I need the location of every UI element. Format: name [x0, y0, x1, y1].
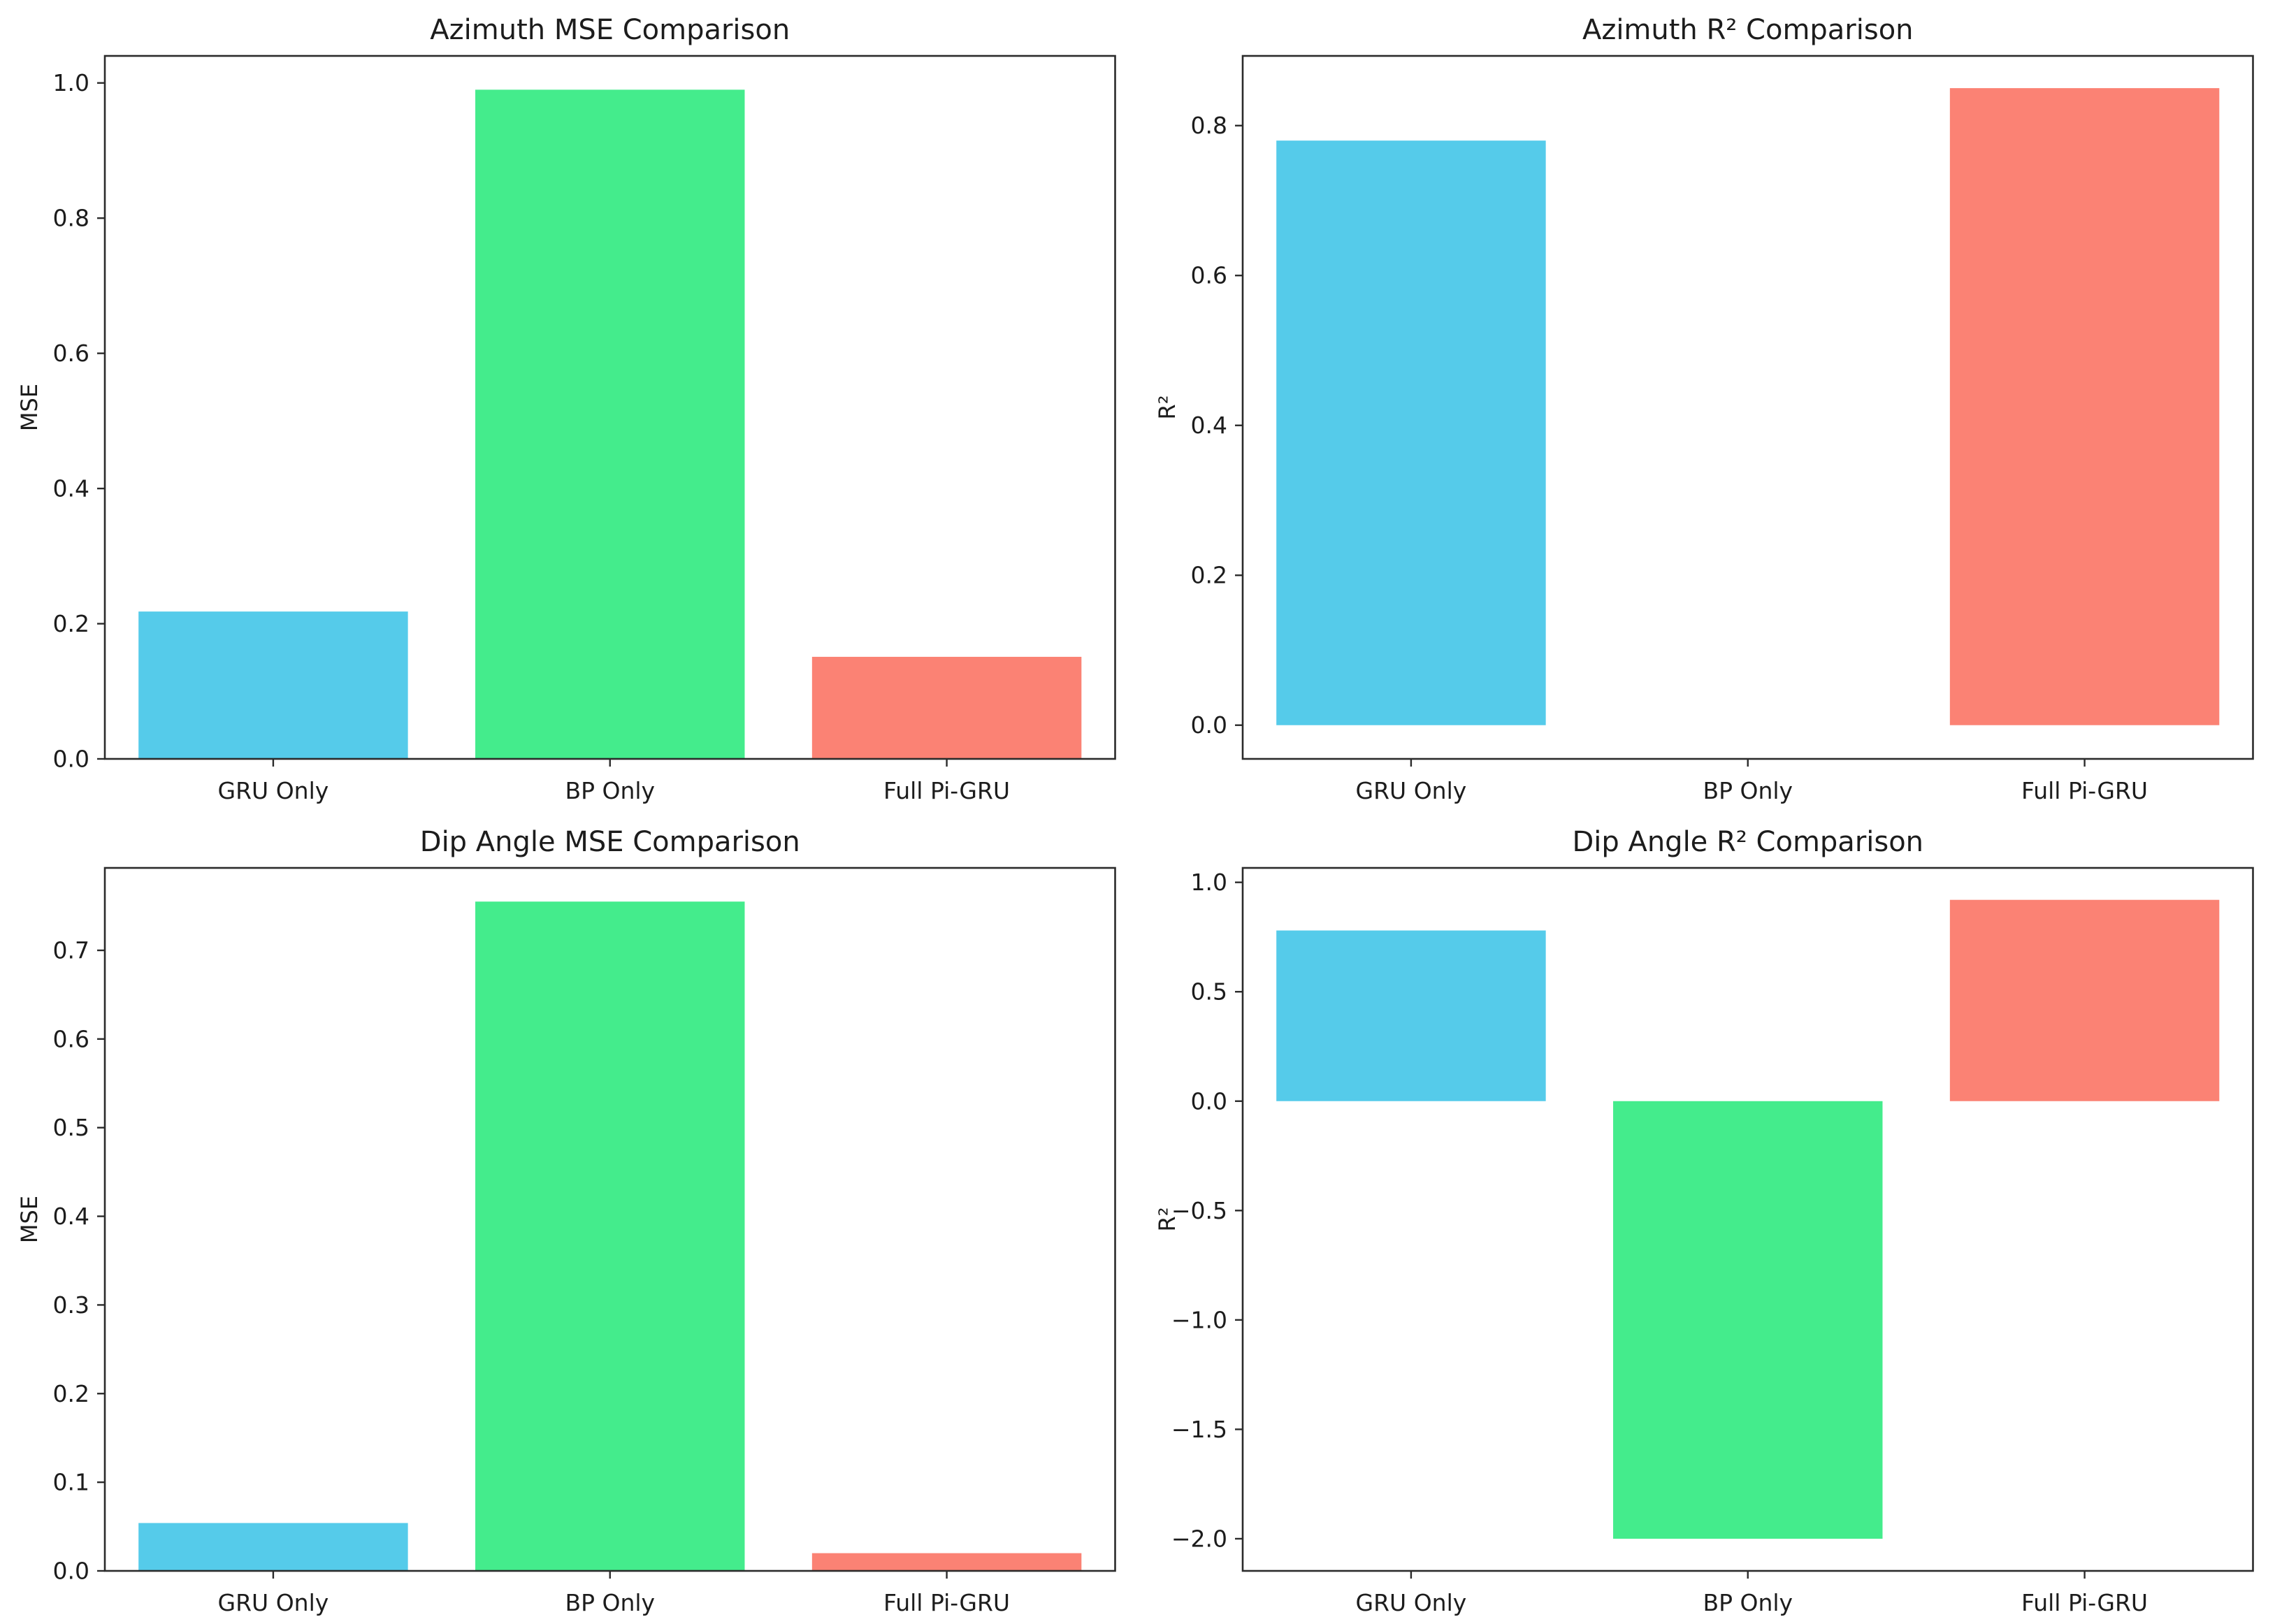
y-axis-ticks: 1.0 0.5 0.0 −0.5 −1.0 −1.5 −2.0	[1171, 869, 1243, 1552]
x-tick-label-bp-only: BP Only	[1703, 777, 1793, 804]
bars-group	[1276, 899, 2219, 1539]
bars-group	[138, 89, 1082, 760]
y-axis-ticks: 0.0 0.2 0.4 0.6 0.8	[1190, 112, 1243, 739]
bar-full-pi-gru	[1949, 899, 2219, 1101]
x-axis-ticks: GRU Only BP Only Full Pi-GRU	[218, 1571, 1010, 1616]
y-tick-label: −0.5	[1171, 1197, 1227, 1224]
bars-group	[1276, 88, 2219, 725]
y-axis-ticks: 0.0 0.1 0.2 0.3 0.4 0.5 0.6 0.7	[53, 936, 105, 1585]
chart-title: Dip Angle MSE Comparison	[420, 826, 800, 858]
chart-azimuth-mse: 0.0 0.2 0.4 0.6 0.8 1.0 GRU Only BP Only Full Pi…	[0, 0, 1138, 812]
y-axis-label: MSE	[16, 384, 43, 431]
y-tick-label: 0.0	[53, 1558, 89, 1585]
chart-title: Azimuth MSE Comparison	[430, 14, 790, 46]
y-tick-label: 0.8	[53, 205, 89, 232]
x-tick-label-gru-only: GRU Only	[218, 777, 329, 804]
y-tick-label: −2.0	[1171, 1525, 1227, 1552]
bars-group	[138, 901, 1082, 1571]
y-tick-label: 0.8	[1190, 112, 1227, 139]
y-tick-label: 0.4	[53, 475, 89, 502]
chart-cell-azimuth-r2: 0.0 0.2 0.4 0.6 0.8 GRU Only BP Only Full Pi-GR…	[1137, 0, 2275, 812]
y-tick-label: −1.5	[1171, 1416, 1227, 1443]
bar-gru-only	[138, 611, 408, 759]
y-tick-label: 0.0	[1190, 711, 1227, 739]
y-tick-label: 0.2	[53, 610, 89, 637]
bar-bp-only	[1612, 1101, 1882, 1539]
y-tick-label: 1.0	[53, 69, 89, 96]
y-axis-label: R²	[1154, 395, 1180, 419]
y-tick-label: 0.5	[53, 1114, 89, 1141]
y-tick-label: 0.1	[53, 1469, 89, 1496]
chart-dip-angle-r2: 1.0 0.5 0.0 −0.5 −1.0 −1.5 −2.0 GRU Only BP Only…	[1137, 812, 2275, 1624]
x-tick-label-gru-only: GRU Only	[218, 1589, 329, 1616]
x-tick-label-gru-only: GRU Only	[1355, 1589, 1466, 1616]
y-tick-label: 0.0	[1190, 1087, 1227, 1115]
y-tick-label: 0.6	[1190, 262, 1227, 289]
y-tick-label: 1.0	[1190, 869, 1227, 896]
y-axis-ticks: 0.0 0.2 0.4 0.6 0.8 1.0	[53, 69, 105, 773]
bar-bp-only	[475, 89, 745, 760]
x-tick-label-bp-only: BP Only	[565, 1589, 655, 1616]
bar-gru-only	[1276, 930, 1546, 1101]
bar-full-pi-gru	[811, 1553, 1082, 1571]
x-axis-ticks: GRU Only BP Only Full Pi-GRU	[1355, 1571, 2148, 1616]
bar-gru-only	[1276, 140, 1546, 725]
y-tick-label: 0.7	[53, 936, 89, 964]
chart-cell-azimuth-mse: 0.0 0.2 0.4 0.6 0.8 1.0 GRU Only BP Only Full Pi…	[0, 0, 1138, 812]
bar-full-pi-gru	[811, 656, 1082, 759]
y-axis-label: MSE	[16, 1196, 43, 1243]
chart-title: Dip Angle R² Comparison	[1572, 826, 1923, 858]
y-tick-label: 0.6	[53, 340, 89, 367]
y-tick-label: −1.0	[1171, 1306, 1227, 1333]
chart-azimuth-r2: 0.0 0.2 0.4 0.6 0.8 GRU Only BP Only Full Pi-GR…	[1137, 0, 2275, 812]
x-axis-ticks: GRU Only BP Only Full Pi-GRU	[218, 759, 1010, 804]
chart-title: Azimuth R² Comparison	[1582, 14, 1913, 46]
bar-bp-only	[475, 901, 745, 1571]
x-tick-label-full-pi-gru: Full Pi-GRU	[883, 1589, 1010, 1616]
x-tick-label-bp-only: BP Only	[565, 777, 655, 804]
y-tick-label: 0.6	[53, 1025, 89, 1052]
bar-gru-only	[138, 1523, 408, 1571]
chart-cell-dip-angle-mse: 0.0 0.1 0.2 0.3 0.4 0.5 0.6 0.7 GRU Only BP Only F…	[0, 812, 1138, 1624]
chart-cell-dip-angle-r2: 1.0 0.5 0.0 −0.5 −1.0 −1.5 −2.0 GRU Only BP Only…	[1137, 812, 2275, 1624]
y-tick-label: 0.4	[1190, 412, 1227, 439]
x-tick-label-full-pi-gru: Full Pi-GRU	[2021, 777, 2148, 804]
x-tick-label-bp-only: BP Only	[1703, 1589, 1793, 1616]
chart-dip-angle-mse: 0.0 0.1 0.2 0.3 0.4 0.5 0.6 0.7 GRU Only BP Only F…	[0, 812, 1138, 1624]
y-tick-label: 0.2	[53, 1380, 89, 1407]
y-tick-label: 0.0	[53, 746, 89, 773]
y-tick-label: 0.3	[53, 1291, 89, 1319]
x-tick-label-gru-only: GRU Only	[1355, 777, 1466, 804]
x-axis-ticks: GRU Only BP Only Full Pi-GRU	[1355, 759, 2148, 804]
y-axis-label: R²	[1154, 1207, 1180, 1231]
x-tick-label-full-pi-gru: Full Pi-GRU	[883, 777, 1010, 804]
y-tick-label: 0.4	[53, 1203, 89, 1230]
y-tick-label: 0.2	[1190, 562, 1227, 589]
x-tick-label-full-pi-gru: Full Pi-GRU	[2021, 1589, 2148, 1616]
y-tick-label: 0.5	[1190, 978, 1227, 1006]
bar-full-pi-gru	[1949, 88, 2219, 725]
